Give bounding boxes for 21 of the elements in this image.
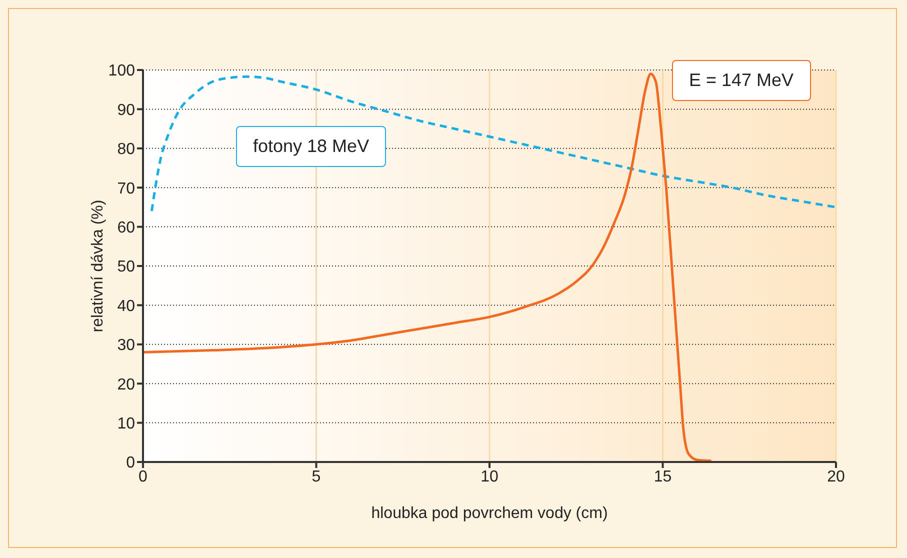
x-tick-label: 0 <box>138 468 148 486</box>
x-tick-label: 20 <box>827 468 845 486</box>
series-label: E = 147 MeV <box>672 60 811 101</box>
y-tick-label: 100 <box>108 62 136 80</box>
x-tick-label: 15 <box>654 468 672 486</box>
y-tick-label: 40 <box>117 298 136 315</box>
y-axis-title: relativní dávka (%) <box>90 200 107 332</box>
y-tick-label: 90 <box>117 102 136 119</box>
y-tick-label: 80 <box>117 141 136 158</box>
y-tick-label: 20 <box>117 376 136 394</box>
y-tick-label: 70 <box>117 180 136 198</box>
x-tick-label: 10 <box>480 468 498 486</box>
line-series <box>150 75 836 212</box>
y-tick-label: 0 <box>126 454 136 472</box>
x-tick-label: 5 <box>312 468 321 486</box>
y-tick-label: 10 <box>117 415 136 432</box>
y-tick-label: 30 <box>117 337 136 354</box>
y-tick-label: 60 <box>117 219 136 236</box>
y-tick-label: 50 <box>117 258 136 276</box>
series-label: fotony 18 MeV <box>236 126 386 167</box>
x-axis-title: hloubka pod povrchem vody (cm) <box>371 505 608 522</box>
